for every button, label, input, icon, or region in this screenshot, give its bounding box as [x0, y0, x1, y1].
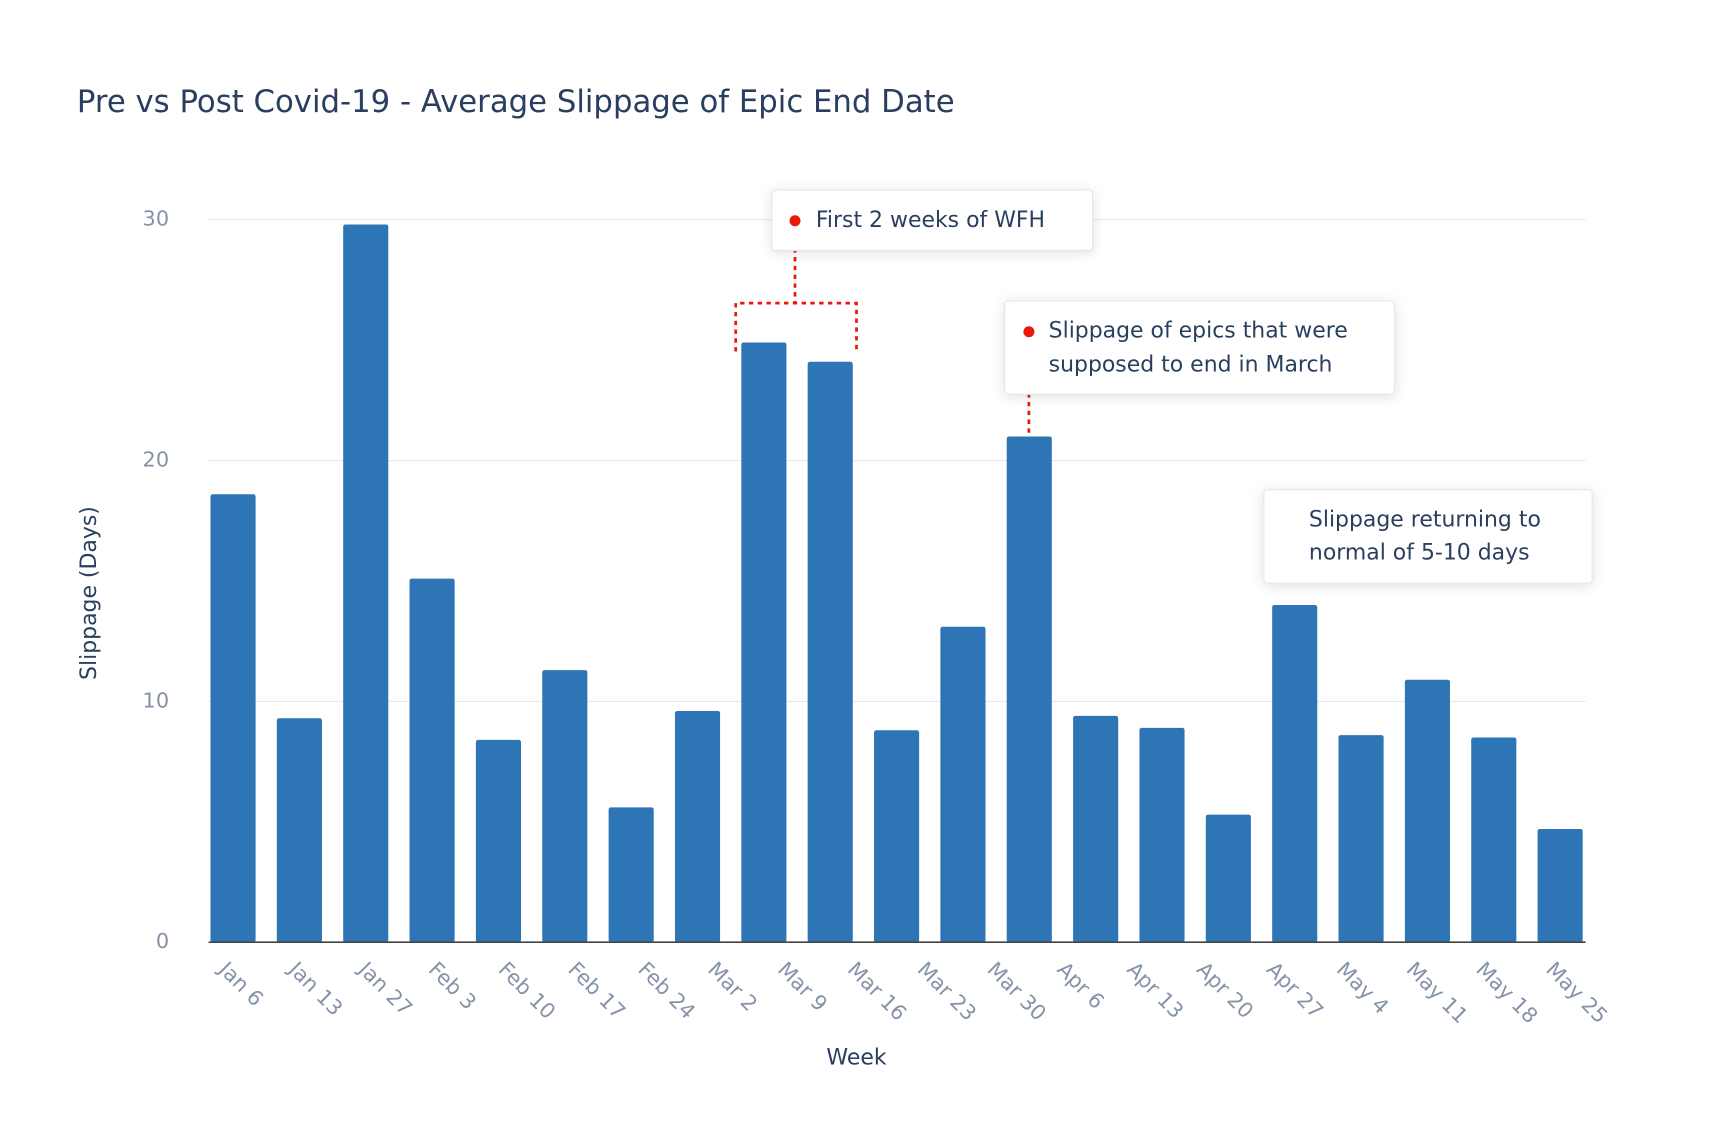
annotation-text: Slippage returning to — [1309, 508, 1541, 533]
x-tick-label: Mar 2 — [703, 957, 762, 1016]
bar — [542, 670, 588, 943]
x-ticks: Jan 6 Jan 13 Jan 27 Feb 3 Feb 10 Feb 17 Feb 24… — [213, 956, 1612, 1028]
y-tick-label: 30 — [143, 207, 170, 231]
annotation-text: Slippage of epics that were — [1049, 319, 1348, 344]
bar — [409, 578, 455, 943]
x-tick-label: Mar 23 — [913, 957, 981, 1025]
x-tick-label: Mar 30 — [983, 957, 1051, 1025]
x-tick-label: Feb 24 — [633, 957, 700, 1024]
bar — [1139, 727, 1185, 943]
x-tick-label: Feb 3 — [424, 957, 481, 1014]
annotation-normal: Slippage returning to normal of 5-10 day… — [1263, 489, 1593, 584]
y-tick-label: 0 — [156, 929, 169, 953]
x-tick-label: May 11 — [1402, 957, 1473, 1028]
bar — [1205, 814, 1251, 943]
bar — [874, 730, 920, 943]
x-tick-label: Jan 13 — [283, 956, 348, 1021]
chart-title: Pre vs Post Covid-19 - Average Slippage … — [77, 84, 955, 120]
x-axis-label: Week — [826, 1046, 886, 1071]
y-tick-label: 20 — [143, 448, 170, 472]
bar — [1006, 436, 1052, 943]
dot — [789, 215, 801, 227]
x-tick-label: Mar 16 — [843, 957, 911, 1025]
bar — [1272, 605, 1318, 943]
x-tick-label: Apr 13 — [1122, 957, 1188, 1023]
y-axis-label: Slippage (Days) — [77, 506, 102, 680]
x-tick-label: Jan 6 — [213, 956, 268, 1011]
annotation-text: supposed to end in March — [1049, 353, 1333, 378]
x-tick-label: Mar 9 — [773, 957, 832, 1016]
x-tick-label: May 18 — [1472, 957, 1543, 1028]
annotation-box — [1004, 300, 1396, 395]
x-tick-label: Apr 6 — [1052, 957, 1109, 1014]
dot — [1023, 326, 1035, 338]
bar — [210, 494, 256, 943]
bar — [741, 342, 787, 943]
bar — [807, 361, 853, 943]
y-tick-label: 10 — [143, 688, 170, 712]
x-tick-label: Apr 27 — [1262, 957, 1328, 1023]
bar — [608, 807, 654, 943]
annotation-wfh: First 2 weeks of WFH — [734, 189, 1094, 352]
x-tick-label: Feb 17 — [564, 957, 631, 1024]
bar — [1404, 679, 1450, 943]
bar — [940, 626, 986, 943]
x-tick-label: Apr 20 — [1192, 957, 1258, 1023]
annotation-text: First 2 weeks of WFH — [816, 208, 1045, 233]
bar — [1338, 735, 1384, 943]
annotation-box — [1263, 489, 1593, 584]
bar — [276, 718, 322, 943]
x-tick-label: Jan 27 — [353, 956, 418, 1021]
x-tick-label: May 25 — [1541, 957, 1612, 1028]
bar — [1471, 737, 1517, 943]
x-tick-label: Feb 10 — [494, 957, 561, 1024]
annotation-march: Slippage of epics that were supposed to … — [1004, 300, 1396, 434]
bar — [674, 711, 721, 943]
bar — [1537, 829, 1583, 943]
bars — [210, 224, 1583, 943]
annotation-text: normal of 5-10 days — [1309, 541, 1530, 566]
bar — [343, 224, 389, 943]
bar — [475, 739, 522, 943]
annotation-box — [771, 189, 1094, 251]
x-tick-label: May 4 — [1332, 957, 1394, 1019]
bar — [1073, 715, 1119, 943]
